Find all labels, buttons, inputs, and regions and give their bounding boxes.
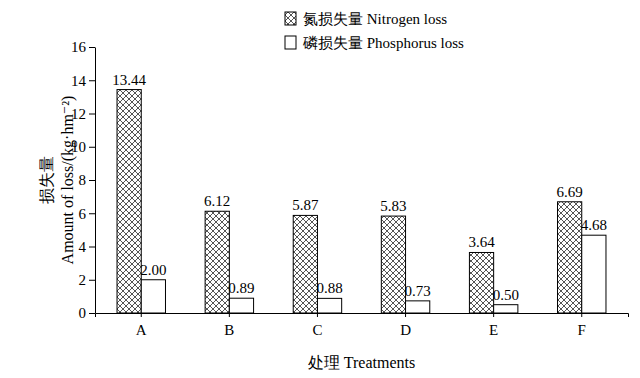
data-label: 5.87 bbox=[292, 197, 319, 213]
x-tick-label: C bbox=[312, 322, 322, 338]
y-axis-line bbox=[95, 48, 96, 314]
y-tick-label: 8 bbox=[79, 172, 87, 188]
x-tick-mark bbox=[405, 313, 406, 317]
y-tick-mark bbox=[89, 280, 95, 281]
data-label: 5.83 bbox=[380, 198, 406, 214]
bar bbox=[582, 235, 606, 313]
x-tick-mark bbox=[317, 313, 318, 317]
y-tick-mark bbox=[89, 247, 95, 248]
y-tick-label: 4 bbox=[79, 239, 87, 255]
x-axis-title: 处理 Treatments bbox=[308, 354, 415, 371]
y-tick-label: 14 bbox=[71, 73, 87, 89]
data-labels: 13.44 6.12 5.87 5.83 3.64 6.69 2.00 0.89 0.88 0.7… bbox=[112, 72, 607, 303]
x-tick-label: A bbox=[136, 322, 147, 338]
x-tick: A bbox=[136, 313, 147, 338]
bar bbox=[494, 305, 518, 313]
bar bbox=[205, 211, 229, 313]
y-tick: 6 bbox=[79, 206, 96, 222]
bar bbox=[317, 298, 341, 313]
y-tick-label: 6 bbox=[79, 206, 87, 222]
x-tick: D bbox=[400, 313, 411, 338]
legend: 氮损失量 Nitrogen loss 磷损失量 Phosphorus loss bbox=[285, 11, 464, 51]
data-label: 0.50 bbox=[493, 287, 519, 303]
data-label: 3.64 bbox=[468, 234, 495, 250]
x-tick-mark bbox=[493, 313, 494, 317]
y-tick: 14 bbox=[71, 73, 95, 89]
y-tick: 4 bbox=[79, 239, 96, 255]
bar bbox=[558, 202, 582, 313]
bar bbox=[469, 252, 493, 313]
bar bbox=[229, 298, 253, 313]
y-tick: 16 bbox=[71, 39, 95, 55]
x-tick-label: B bbox=[224, 322, 234, 338]
y-tick: 2 bbox=[79, 272, 96, 288]
chart: 0246810121416ABCDEF13.446.125.875.833.64… bbox=[0, 0, 640, 378]
y-tick-mark bbox=[89, 180, 95, 181]
legend-swatch bbox=[285, 12, 296, 25]
bars bbox=[117, 90, 606, 313]
data-label: 6.12 bbox=[204, 193, 230, 209]
y-tick: 0 bbox=[79, 305, 96, 321]
data-label: 0.73 bbox=[405, 283, 431, 299]
x-tick: E bbox=[489, 313, 498, 338]
y-tick-mark bbox=[89, 80, 95, 81]
y-tick-label: 16 bbox=[71, 39, 87, 55]
y-axis-title: 损失量 bbox=[38, 156, 55, 204]
legend-label: 磷损失量 Phosphorus loss bbox=[302, 35, 464, 51]
x-tick-label: E bbox=[489, 322, 498, 338]
y-tick-label: 2 bbox=[79, 272, 87, 288]
legend-swatch bbox=[285, 36, 296, 49]
x-tick-label: F bbox=[578, 322, 586, 338]
data-label: 2.00 bbox=[140, 262, 166, 278]
y-tick-mark bbox=[89, 114, 95, 115]
x-tick: C bbox=[312, 313, 322, 338]
data-label: 13.44 bbox=[112, 72, 146, 88]
y-tick-mark bbox=[89, 213, 95, 214]
data-label: 6.69 bbox=[557, 184, 583, 200]
bar bbox=[293, 215, 317, 313]
x-tick: B bbox=[224, 313, 234, 338]
x-axis-line bbox=[96, 314, 629, 318]
y-axis-title: Amount of loss/(kg·hm⁻²) bbox=[59, 96, 77, 265]
bar bbox=[117, 90, 141, 313]
data-label: 0.89 bbox=[228, 280, 254, 296]
x-tick-mark bbox=[229, 313, 230, 317]
y-tick-label: 0 bbox=[79, 305, 87, 321]
x-tick-mark bbox=[141, 313, 142, 317]
bar bbox=[381, 216, 405, 313]
data-label: 0.88 bbox=[316, 280, 342, 296]
bar bbox=[141, 280, 165, 313]
y-tick-mark bbox=[89, 147, 95, 148]
bar bbox=[406, 301, 430, 313]
y-tick: 8 bbox=[79, 172, 96, 188]
y-tick-mark bbox=[89, 47, 95, 48]
x-axis: A B C D E F bbox=[96, 313, 629, 338]
x-tick-mark bbox=[581, 313, 582, 317]
x-tick: F bbox=[578, 313, 586, 338]
x-tick-label: D bbox=[400, 322, 411, 338]
legend-label: 氮损失量 Nitrogen loss bbox=[303, 11, 447, 27]
y-tick-mark bbox=[89, 313, 95, 314]
data-label: 4.68 bbox=[581, 217, 607, 233]
